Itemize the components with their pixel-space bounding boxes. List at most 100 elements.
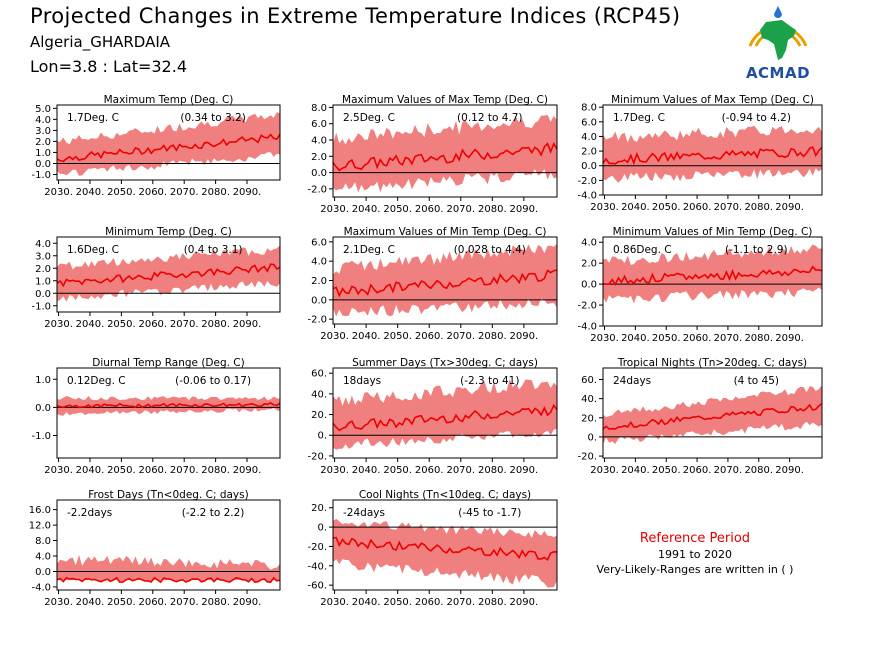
y-tick-label: 4.0 xyxy=(581,238,597,249)
y-tick-label: 6.0 xyxy=(311,237,327,248)
chart-panel: 60. 40. 20. 0. -20. 2030. 2040. 2050. 2060. 2070.… xyxy=(577,357,823,476)
x-tick-label: 2090. xyxy=(775,465,804,476)
plot-frame xyxy=(332,367,558,459)
range-label: (-45 to -1.7) xyxy=(458,507,521,519)
x-tick-label: 2090. xyxy=(233,187,262,198)
x-tick-label: 2040. xyxy=(352,597,381,608)
y-tick-label: -2.0 xyxy=(577,301,597,312)
y-tick-label: 2.0 xyxy=(35,137,51,148)
x-tick-label: 2070. xyxy=(714,465,743,476)
x-tick-label: 2030. xyxy=(44,187,73,198)
reference-period-title: Reference Period xyxy=(639,531,751,546)
x-tick-label: 2050. xyxy=(107,187,136,198)
y-tick-label: 2.0 xyxy=(581,147,597,158)
y-tick-label: -4.0 xyxy=(577,322,597,333)
x-tick-label: 2070. xyxy=(714,333,743,344)
x-tick-label: 2090. xyxy=(233,597,262,608)
x-tick-label: 2090. xyxy=(510,331,539,342)
x-tick-label: 2070. xyxy=(446,204,475,215)
series-line xyxy=(332,141,558,172)
x-tick-label: 2090. xyxy=(233,465,262,476)
y-tick-label: 0. xyxy=(587,432,597,443)
y-tick-label: 4.0 xyxy=(311,136,327,147)
y-tick-label: 2.0 xyxy=(311,276,327,287)
y-tick-label: 0.0 xyxy=(35,403,51,414)
y-tick-label: -2.0 xyxy=(577,176,597,187)
y-tick-label: 4.0 xyxy=(581,132,597,143)
y-tick-label: 3.0 xyxy=(35,251,51,262)
y-tick-label: 4.0 xyxy=(35,552,51,563)
acmad-logo xyxy=(748,6,808,60)
x-tick-label: 2050. xyxy=(107,465,136,476)
x-tick-label: 2080. xyxy=(744,333,773,344)
y-tick-label: 60. xyxy=(581,375,597,386)
chart-title: Minimum Values of Max Temp (Deg. C) xyxy=(611,94,814,106)
x-tick-label: 2080. xyxy=(744,202,773,213)
x-tick-label: 2060. xyxy=(415,331,444,342)
series-line xyxy=(56,133,281,163)
x-tick-label: 2040. xyxy=(352,331,381,342)
y-tick-label: 1.0 xyxy=(35,375,51,386)
x-tick-label: 2080. xyxy=(478,204,507,215)
chart-title: Diurnal Temp Range (Deg. C) xyxy=(92,357,244,369)
y-tick-label: 20. xyxy=(311,410,327,421)
range-band xyxy=(333,244,557,317)
y-tick-label: -2.0 xyxy=(307,184,327,195)
x-tick-label: 2030. xyxy=(320,597,349,608)
y-tick-label: 0. xyxy=(317,431,327,442)
y-tick-label: 1.0 xyxy=(35,148,51,159)
plot-frame xyxy=(56,367,281,459)
x-tick-label: 2040. xyxy=(621,465,650,476)
chart-panel: 6.0 4.0 2.0 0.0 -2.0 2030. 2040. 2050. 2060. 2070… xyxy=(307,226,558,342)
x-tick-label: 2050. xyxy=(107,319,136,330)
chart-panel: 1.0 0.0 -1.0 2030. 2040. 2050. 2060. 2070. 2080.… xyxy=(31,357,281,476)
x-tick-label: 2030. xyxy=(590,202,619,213)
series-line xyxy=(56,576,281,584)
y-tick-label: 0.0 xyxy=(311,295,327,306)
range-label: (0.4 to 3.1) xyxy=(184,244,243,256)
reference-period-note: Very-Likely-Ranges are written in ( ) xyxy=(596,563,794,576)
y-tick-label: 0.0 xyxy=(581,280,597,291)
chart-panel: 5.04.03.02.01.00.0-1.0 2030. 2040. 2050. 206… xyxy=(31,94,281,198)
chart-title: Maximum Values of Min Temp (Deg. C) xyxy=(344,226,547,238)
y-tick-label: -40. xyxy=(307,561,327,572)
x-tick-label: 2050. xyxy=(652,333,681,344)
x-tick-label: 2080. xyxy=(201,597,230,608)
water-drop-icon xyxy=(774,6,782,18)
plot-frame xyxy=(56,499,281,591)
y-tick-label: 40. xyxy=(311,389,327,400)
x-tick-label: 2040. xyxy=(352,465,381,476)
x-tick-label: 2040. xyxy=(76,465,105,476)
series-line xyxy=(332,269,558,298)
range-label: (0.028 to 4.4) xyxy=(454,244,526,256)
x-tick-label: 2030. xyxy=(590,465,619,476)
chart-title: Frost Days (Tn<0deg. C; days) xyxy=(88,489,248,501)
coordinates-label: Lon=3.8 : Lat=32.4 xyxy=(30,57,187,76)
x-tick-label: 2030. xyxy=(44,597,73,608)
x-tick-label: 2050. xyxy=(383,597,412,608)
plot-frame xyxy=(332,104,558,198)
y-tick-label: -20. xyxy=(307,451,327,462)
x-tick-label: 2070. xyxy=(170,465,199,476)
y-tick-label: -1.0 xyxy=(31,301,51,312)
change-label: 18days xyxy=(343,375,381,387)
x-tick-label: 2060. xyxy=(138,319,167,330)
y-tick-label: 20. xyxy=(581,413,597,424)
range-band xyxy=(603,385,822,445)
range-band xyxy=(57,112,280,176)
x-tick-label: 2070. xyxy=(170,187,199,198)
region-label: Algeria_GHARDAIA xyxy=(30,33,171,51)
y-tick-label: -60. xyxy=(307,581,327,592)
reference-period-years: 1991 to 2020 xyxy=(657,548,733,561)
y-tick-label: 4.0 xyxy=(35,115,51,126)
chart-panel: 20. 0. -20. -40. -60. 2030. 2040. 2050. 2060. 207… xyxy=(307,489,558,608)
x-tick-label: 2080. xyxy=(478,331,507,342)
x-tick-label: 2030. xyxy=(320,204,349,215)
y-tick-label: 0.0 xyxy=(35,567,51,578)
x-tick-label: 2030. xyxy=(590,333,619,344)
range-band xyxy=(603,125,822,183)
x-tick-label: 2050. xyxy=(383,331,412,342)
y-tick-label: 0.0 xyxy=(35,289,51,300)
